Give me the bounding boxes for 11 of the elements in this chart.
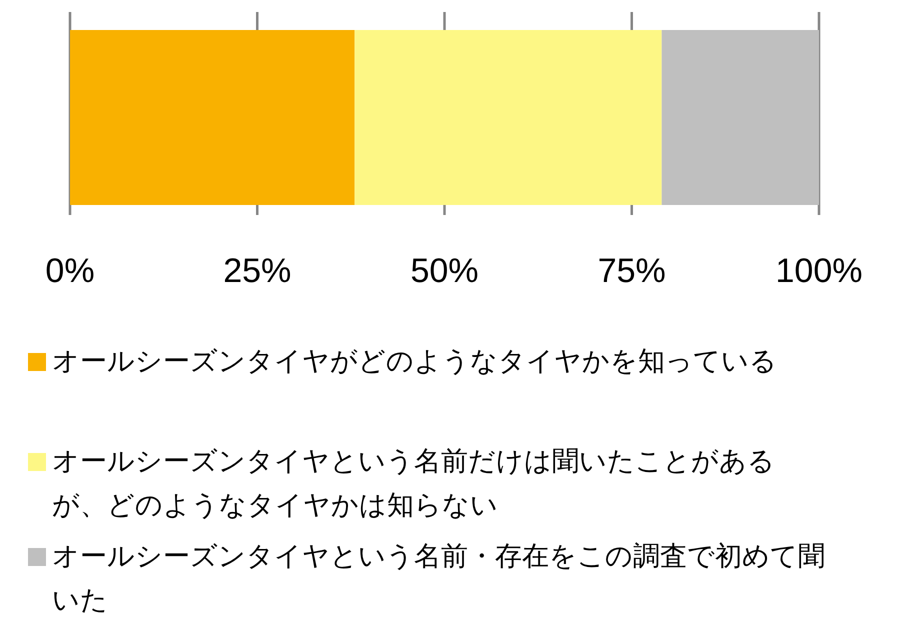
bar	[354, 30, 662, 205]
x-tick-label: 0%	[45, 252, 95, 290]
legend-label: オールシーズンタイヤがどのようなタイヤかを知っている	[52, 345, 778, 379]
bar	[70, 30, 355, 205]
legend-label: オールシーズンタイヤという名前だけは聞いたことがあるが、どのようなタイヤかは知らない	[52, 445, 776, 523]
legend-label: オールシーズンタイヤという名前・存在をこの調査で初めて聞いた	[52, 540, 826, 618]
x-tick-label: 25%	[223, 252, 292, 290]
x-tick-label: 100%	[776, 252, 862, 290]
bar	[662, 30, 819, 205]
x-tick-label: 50%	[410, 252, 479, 290]
x-tick-label: 75%	[598, 252, 666, 290]
